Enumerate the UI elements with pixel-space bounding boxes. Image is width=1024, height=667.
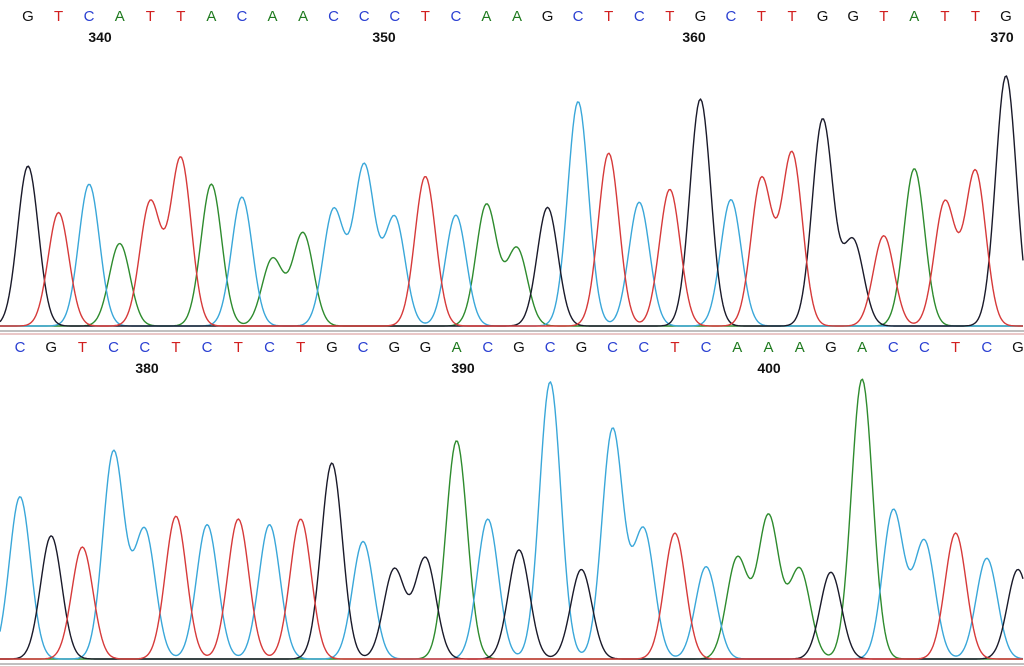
base-call: C xyxy=(236,8,247,25)
base-call: T xyxy=(54,8,63,25)
base-call: G xyxy=(388,339,400,356)
trace-a xyxy=(0,378,1023,660)
base-call: C xyxy=(359,8,370,25)
base-call: T xyxy=(940,8,949,25)
base-call: G xyxy=(22,8,34,25)
base-call: C xyxy=(573,8,584,25)
base-call: A xyxy=(206,8,216,25)
base-call: C xyxy=(264,339,275,356)
base-call: T xyxy=(665,8,674,25)
base-call: G xyxy=(576,339,588,356)
base-call: C xyxy=(482,339,493,356)
base-call: C xyxy=(634,8,645,25)
position-label: 380 xyxy=(135,360,159,376)
base-call: A xyxy=(452,339,462,356)
base-call: A xyxy=(481,8,491,25)
base-call: A xyxy=(298,8,308,25)
base-call: G xyxy=(1000,8,1012,25)
base-call: T xyxy=(296,339,305,356)
base-call: G xyxy=(1012,339,1024,356)
trace-t xyxy=(0,515,1023,660)
base-call: T xyxy=(971,8,980,25)
base-call: G xyxy=(825,339,837,356)
base-call: A xyxy=(763,339,773,356)
position-label: 370 xyxy=(990,29,1014,45)
base-call: C xyxy=(15,339,26,356)
base-call: C xyxy=(701,339,712,356)
position-label: 360 xyxy=(682,29,706,45)
panel-top: G T C A T T A C A A C C C T C A A G C T C T G C T T G G T A T T G 340 350 3… xyxy=(0,8,1024,335)
base-call: T xyxy=(951,339,960,356)
base-call: T xyxy=(670,339,679,356)
base-call: C xyxy=(919,339,930,356)
position-label: 390 xyxy=(451,360,475,376)
base-call: C xyxy=(545,339,556,356)
base-call: T xyxy=(171,339,180,356)
base-call: A xyxy=(732,339,742,356)
base-call: T xyxy=(604,8,613,25)
trace-g xyxy=(0,462,1024,660)
position-label: 340 xyxy=(88,29,112,45)
base-call: C xyxy=(607,339,618,356)
base-call: A xyxy=(267,8,277,25)
base-call: G xyxy=(513,339,525,356)
base-call: T xyxy=(757,8,766,25)
base-call: T xyxy=(879,8,888,25)
base-call: A xyxy=(857,339,867,356)
base-call: C xyxy=(139,339,150,356)
base-call: C xyxy=(108,339,119,356)
base-call: A xyxy=(795,339,805,356)
base-call: C xyxy=(450,8,461,25)
trace-c xyxy=(0,381,1024,660)
base-call: C xyxy=(981,339,992,356)
base-call: T xyxy=(788,8,797,25)
base-call: C xyxy=(638,339,649,356)
base-call: C xyxy=(202,339,213,356)
base-call: C xyxy=(358,339,369,356)
position-label: 350 xyxy=(372,29,396,45)
panel-bottom: C G T C C T C T C T G C G G A C G C G C C T C A A A G A C C T C G 380 390 4… xyxy=(0,339,1024,667)
base-call: C xyxy=(328,8,339,25)
base-call: C xyxy=(84,8,95,25)
base-call: C xyxy=(888,339,899,356)
base-call: A xyxy=(909,8,919,25)
base-call: T xyxy=(78,339,87,356)
base-call: G xyxy=(420,339,432,356)
trace-t xyxy=(0,150,1023,327)
base-call: T xyxy=(234,339,243,356)
base-call: A xyxy=(115,8,125,25)
base-call: G xyxy=(695,8,707,25)
base-call: G xyxy=(326,339,338,356)
position-label: 400 xyxy=(757,360,781,376)
base-call: G xyxy=(542,8,554,25)
base-call: G xyxy=(817,8,829,25)
base-call: C xyxy=(725,8,736,25)
base-call: T xyxy=(176,8,185,25)
base-call: G xyxy=(45,339,57,356)
base-call: T xyxy=(146,8,155,25)
base-call: T xyxy=(421,8,430,25)
base-call: C xyxy=(389,8,400,25)
base-call: A xyxy=(512,8,522,25)
base-call: G xyxy=(847,8,859,25)
